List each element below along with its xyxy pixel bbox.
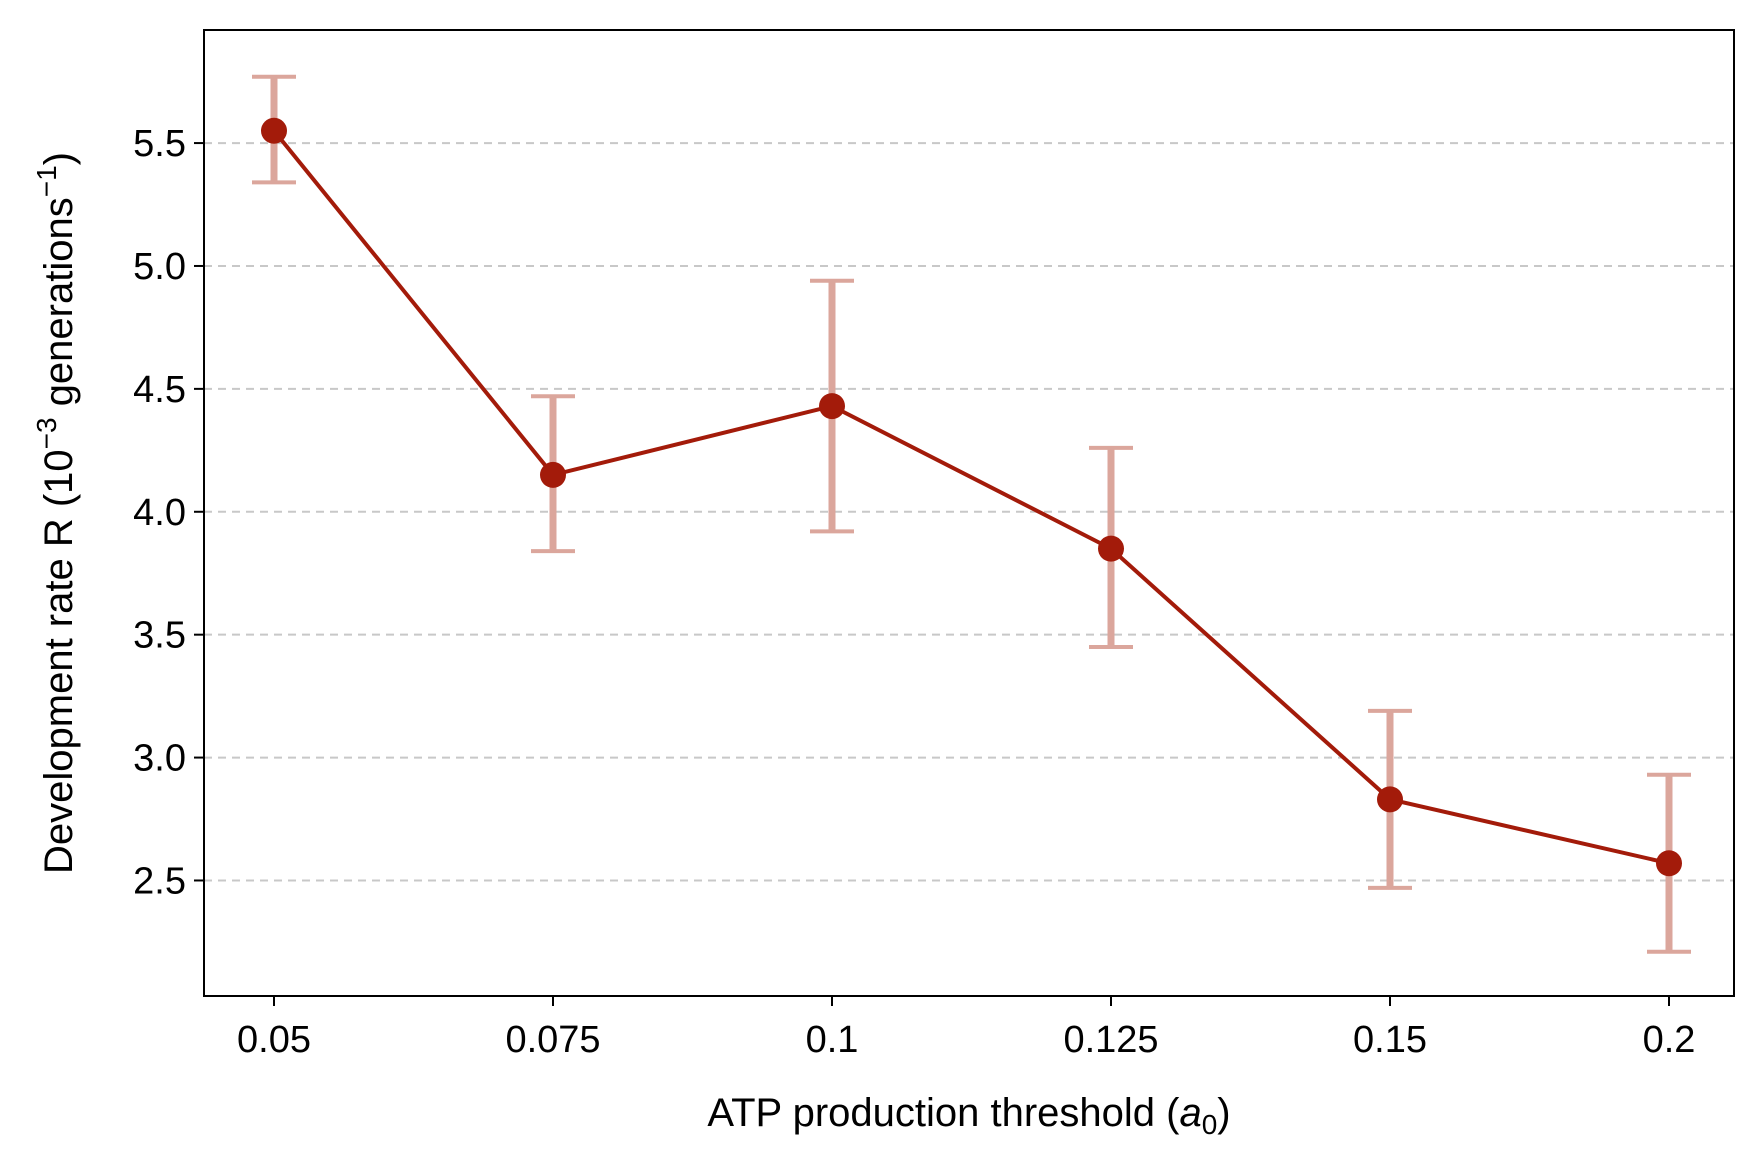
series-line <box>272 129 1670 866</box>
data-point <box>819 393 845 420</box>
x-tick-label: 0.15 <box>1353 1019 1427 1061</box>
data-point <box>261 117 287 144</box>
y-tick-label: 4.0 <box>133 492 186 534</box>
data-point <box>1656 850 1682 877</box>
y-tick-label: 5.0 <box>133 246 186 288</box>
data-point <box>540 461 566 488</box>
x-tick-label: 0.05 <box>237 1019 311 1061</box>
x-axis-label: ATP production threshold (a0) <box>707 1091 1230 1140</box>
data-point <box>1377 786 1403 813</box>
y-axis-label: Development rate R (10−3 generations−1) <box>31 152 81 874</box>
y-tick-label: 5.5 <box>133 123 186 165</box>
x-tick-label: 0.075 <box>505 1019 600 1061</box>
x-tick-label: 0.125 <box>1063 1019 1158 1061</box>
data-point <box>1098 535 1124 562</box>
y-tick-label: 4.5 <box>133 369 186 411</box>
x-axis-ticks: 0.05 0.075 0.1 0.125 0.15 0.2 <box>237 996 1695 1061</box>
x-tick-label: 0.1 <box>806 1019 859 1061</box>
gridlines <box>204 142 1734 882</box>
y-tick-label: 3.0 <box>133 738 186 780</box>
x-tick-label: 0.2 <box>1643 1019 1696 1061</box>
y-tick-label: 2.5 <box>133 860 186 902</box>
y-axis-ticks: 2.5 3.0 3.5 4.0 4.5 5.0 5.5 <box>133 123 204 902</box>
plot-frame <box>203 29 1735 997</box>
y-tick-label: 3.5 <box>133 615 186 657</box>
data-points <box>261 117 1682 877</box>
